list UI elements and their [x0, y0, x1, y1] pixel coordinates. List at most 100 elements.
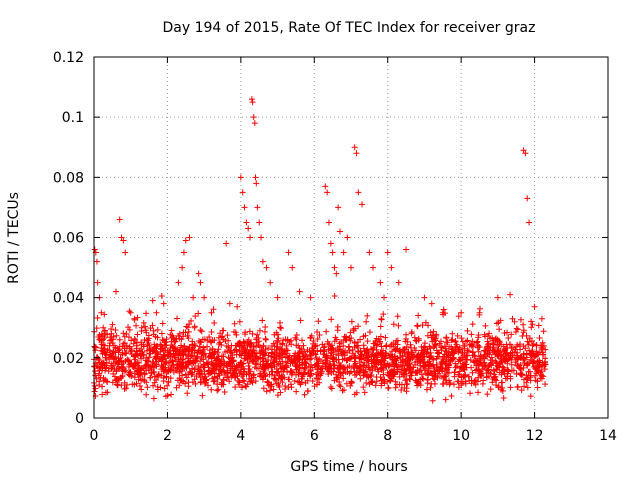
roti-point-background — [133, 368, 140, 375]
roti-point-background — [125, 358, 132, 365]
roti-point-background — [260, 368, 267, 375]
roti-point-background — [211, 366, 218, 373]
roti-point — [249, 99, 256, 106]
roti-point — [180, 249, 187, 256]
roti-point — [384, 249, 391, 256]
roti-point-background — [197, 358, 204, 365]
roti-point-background — [99, 383, 106, 390]
roti-point-background — [433, 355, 440, 362]
roti-point-background — [281, 347, 288, 354]
roti-point-background — [487, 386, 494, 393]
roti-point-background — [229, 363, 236, 370]
roti-point-background — [468, 377, 475, 384]
roti-point-background — [537, 371, 544, 378]
roti-point-background — [458, 374, 465, 381]
roti-point-background — [542, 346, 549, 353]
roti-point-background — [430, 344, 437, 351]
roti-point-background — [333, 357, 340, 364]
roti-point-background — [185, 335, 192, 342]
roti-point-background — [533, 341, 540, 348]
roti-point-background — [273, 358, 280, 365]
roti-point-background — [488, 354, 495, 361]
roti-point-background — [523, 350, 530, 357]
roti-point-background — [327, 350, 334, 357]
roti-point-background — [296, 364, 303, 371]
roti-point — [102, 330, 109, 337]
roti-point-background — [138, 345, 145, 352]
roti-point-background — [233, 331, 240, 338]
roti-point-background — [367, 373, 374, 380]
roti-point-background — [507, 375, 514, 382]
roti-point-background — [195, 310, 202, 317]
roti-point-background — [534, 378, 541, 385]
roti-point-background — [291, 352, 298, 359]
roti-point-background — [219, 333, 226, 340]
y-tick-label: 0.1 — [62, 110, 84, 126]
roti-point-background — [424, 376, 431, 383]
roti-point — [237, 174, 244, 181]
roti-point-background — [481, 347, 488, 354]
roti-point-background — [273, 352, 280, 359]
roti-point-background — [122, 367, 129, 374]
roti-point-background — [360, 384, 367, 391]
roti-point-background — [422, 319, 429, 326]
roti-point-background — [362, 368, 369, 375]
roti-point-background — [361, 389, 368, 396]
roti-point-background — [369, 367, 376, 374]
roti-point-background — [334, 327, 341, 334]
roti-point-background — [165, 379, 172, 386]
roti-point-background — [491, 371, 498, 378]
roti-point-background — [134, 314, 141, 321]
roti-point-background — [482, 322, 489, 329]
roti-point-background — [350, 327, 357, 334]
roti-point-background — [451, 369, 458, 376]
roti-point-background — [175, 332, 182, 339]
roti-point-background — [477, 353, 484, 360]
roti-point-background — [143, 310, 150, 317]
roti-point-background — [381, 380, 388, 387]
roti-point-background — [130, 340, 137, 347]
roti-point-background — [444, 369, 451, 376]
roti-point — [403, 246, 410, 253]
roti-point-background — [418, 351, 425, 358]
roti-point-background — [484, 338, 491, 345]
roti-point-background — [270, 340, 277, 347]
roti-point-background — [313, 371, 320, 378]
roti-point-background — [249, 348, 256, 355]
roti-point-background — [192, 380, 199, 387]
roti-point — [366, 249, 373, 256]
roti-point-background — [462, 361, 469, 368]
roti-point-background — [237, 359, 244, 366]
roti-point-background — [199, 349, 206, 356]
roti-point-background — [168, 391, 175, 398]
roti-point-background — [448, 343, 455, 350]
roti-point-background — [168, 327, 175, 334]
roti-point-background — [328, 342, 335, 349]
roti-point-background — [484, 341, 491, 348]
roti-point-background — [476, 360, 483, 367]
roti-point-background — [158, 372, 165, 379]
x-tick-label: 6 — [310, 428, 319, 444]
roti-point-background — [524, 375, 531, 382]
roti-point-background — [225, 337, 232, 344]
roti-point-background — [361, 369, 368, 376]
roti-point-background — [110, 342, 117, 349]
roti-point-background — [377, 340, 384, 347]
roti-point-background — [359, 351, 366, 358]
roti-point-background — [154, 384, 161, 391]
roti-point-background — [300, 342, 307, 349]
roti-point-background — [442, 396, 449, 403]
roti-point-background — [216, 372, 223, 379]
roti-point-background — [470, 358, 477, 365]
roti-point — [160, 300, 167, 307]
roti-point — [520, 147, 527, 154]
roti-point-background — [310, 340, 317, 347]
roti-point-background — [199, 336, 206, 343]
roti-point-background — [250, 347, 257, 354]
roti-point-background — [197, 327, 204, 334]
roti-point-background — [218, 334, 225, 341]
roti-point-background — [403, 385, 410, 392]
x-tick-label: 4 — [236, 428, 245, 444]
roti-point-background — [342, 336, 349, 343]
roti-point-background — [173, 358, 180, 365]
